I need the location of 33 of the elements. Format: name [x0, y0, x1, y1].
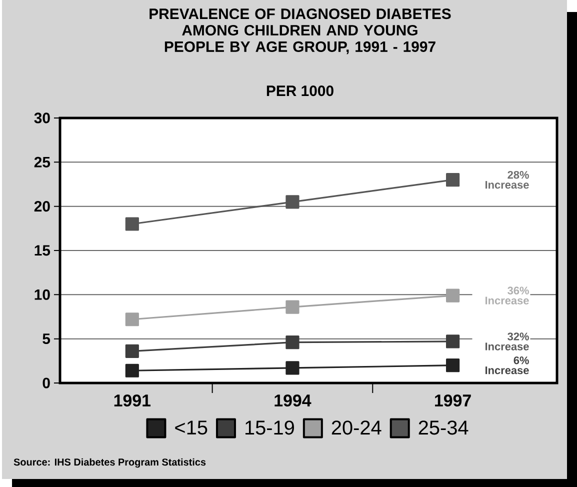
point [125, 364, 139, 378]
y-tick-label: 30 [34, 112, 50, 124]
point [125, 344, 139, 358]
y-tick-label: 5 [42, 334, 50, 344]
point [446, 358, 460, 372]
y-tick-label: 20 [34, 201, 50, 212]
x-tick-label: 1991 [114, 394, 151, 407]
legend-label: 25-34 [418, 420, 468, 435]
y-tick-label: 10 [34, 289, 50, 300]
point [446, 288, 460, 302]
point [446, 173, 460, 187]
annotation: 36% Increase [485, 286, 529, 304]
y-tick-label: 25 [34, 156, 50, 168]
legend-label: 15-19 [245, 420, 294, 435]
point [125, 217, 139, 231]
annotation: 28% Increase [485, 170, 529, 189]
chart-title: PREVALENCE OF DIAGNOSED DIABETES AMONG CHILDREN AND YOUNG PEOPLE BY AGE GROUP, 1991 - 1997 [150, 8, 451, 54]
x-tick-label: 1994 [274, 394, 312, 407]
point [286, 336, 300, 350]
annotation: 6% Increase [485, 356, 529, 374]
legend-label: 20-24 [332, 420, 382, 435]
source-note: Source: IHS Diabetes Program Statistics [14, 458, 206, 468]
point [125, 312, 139, 326]
point [286, 300, 300, 314]
point [286, 195, 300, 209]
legend-label: <15 [175, 420, 208, 435]
y-tick-label: 0 [42, 378, 50, 388]
point [446, 334, 460, 348]
point [286, 361, 300, 375]
annotation: 32% Increase [485, 332, 529, 350]
x-tick-label: 1997 [435, 394, 471, 407]
y-tick-label: 15 [34, 245, 50, 256]
chart-subtitle: PER 1000 [266, 86, 334, 96]
